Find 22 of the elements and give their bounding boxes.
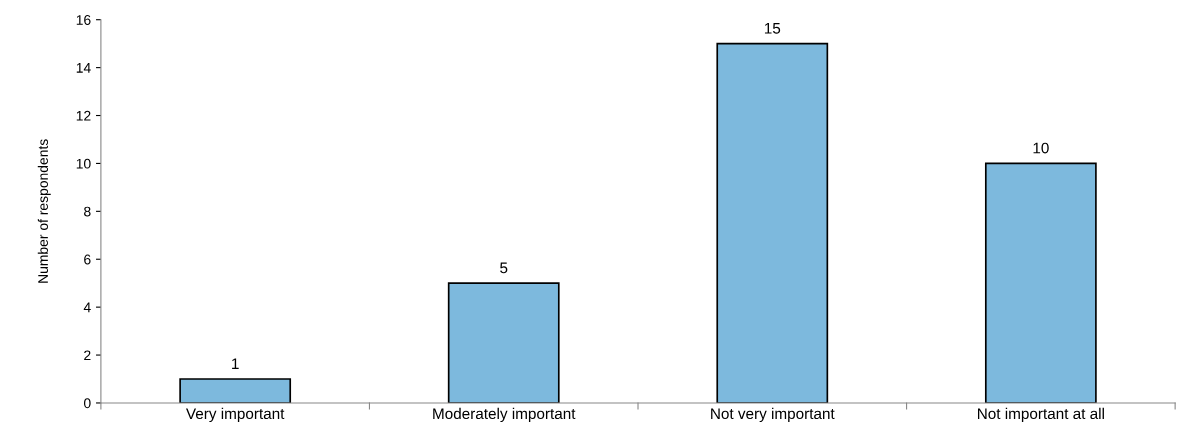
y-tick-label: 14	[76, 63, 91, 73]
y-tick-label: 16	[76, 15, 91, 25]
y-tick-label: 4	[83, 302, 91, 313]
bar	[716, 42, 829, 403]
data-label: 5	[500, 262, 508, 274]
x-tick-label: Moderately important	[433, 407, 576, 423]
y-tick-label: 0	[83, 398, 91, 409]
y-axis-title: Number of respondents	[37, 139, 51, 283]
bar	[984, 162, 1097, 403]
bar	[447, 282, 560, 403]
bar	[179, 378, 292, 403]
x-tick-label: Not important at all	[978, 407, 1104, 423]
y-tick-label: 12	[76, 110, 91, 121]
data-label: 1	[232, 358, 239, 369]
x-tick-label: Not very important	[711, 407, 835, 423]
data-label: 15	[764, 23, 781, 34]
data-label: 10	[1033, 142, 1049, 154]
x-tick-label: Very important	[185, 407, 285, 423]
y-tick-label: 2	[84, 350, 91, 361]
y-tick-label: 6	[84, 254, 91, 265]
y-tick-label: 10	[76, 158, 91, 169]
y-tick-label: 8	[84, 206, 91, 217]
